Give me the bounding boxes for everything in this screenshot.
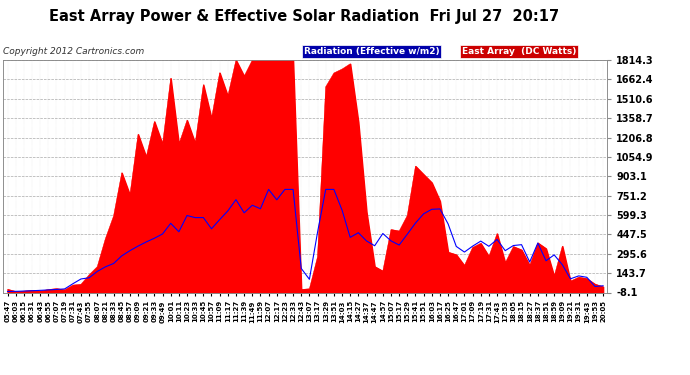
Text: Radiation (Effective w/m2): Radiation (Effective w/m2) <box>304 47 440 56</box>
Text: East Array  (DC Watts): East Array (DC Watts) <box>462 47 577 56</box>
Text: East Array Power & Effective Solar Radiation  Fri Jul 27  20:17: East Array Power & Effective Solar Radia… <box>48 9 559 24</box>
Text: Copyright 2012 Cartronics.com: Copyright 2012 Cartronics.com <box>3 47 145 56</box>
